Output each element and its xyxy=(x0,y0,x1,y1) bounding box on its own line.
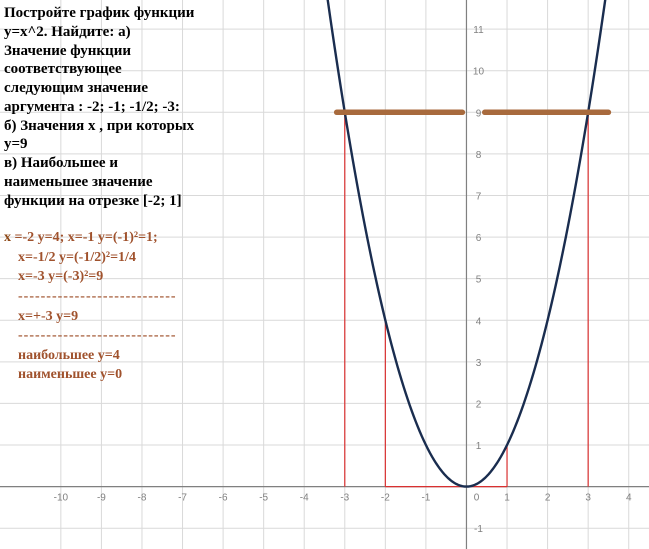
problem-line: б) Значения x , при которых xyxy=(4,118,194,134)
answer-line: x=-1/2 y=(-1/2)²=1/4 xyxy=(4,250,136,265)
svg-text:11: 11 xyxy=(473,25,484,36)
problem-line: наименьшее значение xyxy=(4,174,153,190)
answer-line: x=-3 y=(-3)²=9 xyxy=(4,269,103,284)
problem-line: соответствующее xyxy=(4,61,122,77)
svg-text:9: 9 xyxy=(476,108,482,119)
text-overlay: Постройте график функции y=x^2. Найдите:… xyxy=(4,4,264,385)
problem-line: y=x^2. Найдите: а) xyxy=(4,24,131,40)
svg-text:-8: -8 xyxy=(138,493,147,504)
answer-block: x =-2 y=4; x=-1 y=(-1)²=1; x=-1/2 y=(-1/… xyxy=(4,228,264,385)
svg-text:-4: -4 xyxy=(300,493,309,504)
svg-text:2: 2 xyxy=(476,399,482,410)
svg-text:0: 0 xyxy=(474,493,480,504)
svg-text:4: 4 xyxy=(476,316,482,327)
svg-text:-9: -9 xyxy=(97,493,106,504)
answer-line: x=+-3 y=9 xyxy=(4,309,78,324)
problem-line: Постройте график функции xyxy=(4,5,194,21)
svg-text:-5: -5 xyxy=(259,493,268,504)
svg-text:4: 4 xyxy=(626,493,632,504)
svg-text:-10: -10 xyxy=(54,493,69,504)
svg-text:-1: -1 xyxy=(421,493,430,504)
problem-line: следующим значение xyxy=(4,80,148,96)
svg-text:-1: -1 xyxy=(474,524,483,535)
svg-text:-2: -2 xyxy=(381,493,390,504)
problem-statement: Постройте график функции y=x^2. Найдите:… xyxy=(4,4,264,210)
answer-divider: ---------------------------- xyxy=(4,289,177,304)
svg-text:2: 2 xyxy=(545,493,551,504)
svg-text:10: 10 xyxy=(473,67,485,78)
problem-line: функции на отрезке [-2; 1] xyxy=(4,193,182,209)
svg-text:8: 8 xyxy=(476,150,482,161)
problem-line: y=9 xyxy=(4,136,28,152)
problem-line: Значение функции xyxy=(4,43,131,59)
svg-text:3: 3 xyxy=(585,493,591,504)
svg-text:1: 1 xyxy=(504,493,510,504)
svg-text:-3: -3 xyxy=(340,493,349,504)
svg-text:-7: -7 xyxy=(178,493,187,504)
svg-text:5: 5 xyxy=(476,275,482,286)
answer-x-label: x xyxy=(4,230,11,245)
svg-text:3: 3 xyxy=(476,358,482,369)
answer-line: наибольшее y=4 xyxy=(4,348,120,363)
answer-line: =-2 y=4; x=-1 y=(-1)²=1; xyxy=(11,230,158,245)
svg-text:1: 1 xyxy=(476,441,482,452)
problem-line: в) Наибольшее и xyxy=(4,155,118,171)
problem-line: аргумента : -2; -1; -1/2; -3: xyxy=(4,99,180,115)
graph-container: -10 -9 -8 -7 -6 -5 -4 -3 -2 -1 1 2 3 4 -1 1 2 3 4 5 6 7 8 9 10 11… xyxy=(0,0,649,549)
svg-text:-6: -6 xyxy=(219,493,228,504)
svg-text:7: 7 xyxy=(476,191,482,202)
answer-line: наименьшее y=0 xyxy=(4,367,122,382)
answer-divider: ---------------------------- xyxy=(4,328,177,343)
svg-text:6: 6 xyxy=(476,233,482,244)
